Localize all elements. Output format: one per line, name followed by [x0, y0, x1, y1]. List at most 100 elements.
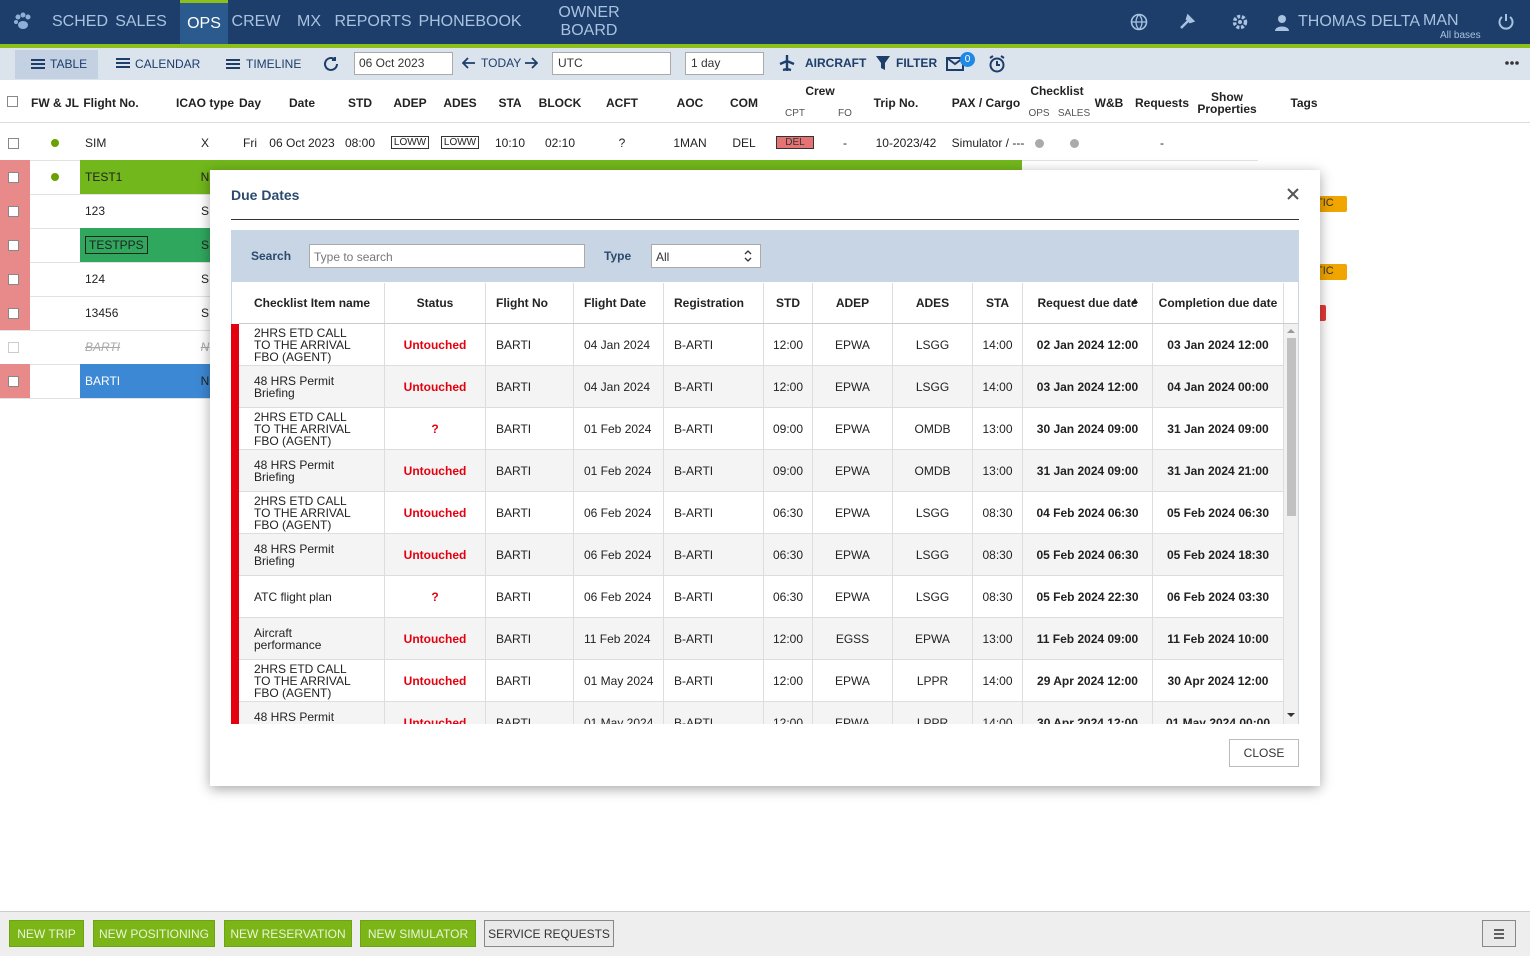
footer-button[interactable]: NEW POSITIONING	[93, 920, 215, 947]
alarm-icon[interactable]	[988, 55, 1006, 73]
checklist-dot	[1070, 139, 1079, 148]
column-header[interactable]: Status	[385, 283, 486, 323]
table-cell: 01 Feb 2024	[574, 450, 664, 492]
column-header[interactable]: ADES	[893, 283, 973, 323]
nav-item[interactable]: OPS	[180, 0, 228, 44]
menu-button[interactable]	[1482, 920, 1516, 947]
row-cell: 06 Oct 2023	[269, 136, 335, 150]
nav-item[interactable]: OWNER BOARD	[558, 4, 620, 39]
table-cell: 03 Jan 2024 12:00	[1153, 324, 1284, 366]
search-input[interactable]: Type to search	[309, 244, 585, 268]
footer-button[interactable]: NEW TRIP	[9, 920, 84, 947]
table-cell: LSGG	[893, 366, 973, 408]
footer-button[interactable]: NEW SIMULATOR	[360, 920, 476, 947]
tools-icon[interactable]	[1178, 13, 1196, 31]
table-cell: 12:00	[764, 702, 813, 724]
table-cell: 01 May 2024	[574, 660, 664, 702]
table-cell: 04 Jan 2024	[574, 324, 664, 366]
aircraft-button[interactable]: AIRCRAFT	[805, 56, 867, 70]
date-input[interactable]: 06 Oct 2023	[354, 52, 453, 75]
table-cell: B-ARTI	[664, 408, 764, 450]
base-selector[interactable]: MAN	[1423, 12, 1459, 29]
type-select[interactable]: All	[651, 244, 761, 268]
filter-button[interactable]: FILTER	[896, 56, 938, 70]
column-header: Checklist	[1030, 84, 1084, 98]
row-cell: 02:10	[544, 136, 576, 150]
table-cell: LSGG	[893, 534, 973, 576]
table-cell: B-ARTI	[664, 366, 764, 408]
nav-item[interactable]: SALES	[115, 13, 167, 30]
close-button[interactable]: CLOSE	[1229, 739, 1299, 767]
user-name[interactable]: THOMAS DELTA	[1298, 13, 1421, 30]
user-icon[interactable]	[1274, 14, 1292, 32]
table-cell: Untouched	[385, 534, 486, 576]
row-checkbox[interactable]	[8, 376, 19, 387]
select-caret[interactable]	[744, 250, 752, 262]
menu-icon[interactable]	[1494, 929, 1504, 939]
column-header[interactable]: STA	[973, 283, 1023, 323]
nav-item[interactable]: CREW	[231, 13, 281, 30]
table-cell: B-ARTI	[664, 618, 764, 660]
sort-asc[interactable]	[1132, 297, 1138, 304]
refresh-icon[interactable]	[323, 56, 339, 72]
table-cell: 48 HRS Permit Briefing	[239, 702, 385, 724]
view-icon[interactable]	[31, 58, 45, 70]
row-checkbox[interactable]	[8, 308, 19, 319]
view-tab[interactable]: CALENDAR	[135, 57, 201, 71]
column-header[interactable]: Flight Date	[574, 283, 664, 323]
nav-item[interactable]: MX	[297, 13, 321, 30]
column-header[interactable]: Flight No	[486, 283, 574, 323]
view-icon[interactable]	[226, 58, 240, 70]
select-all[interactable]	[7, 96, 18, 107]
column-header: Tags	[1290, 96, 1318, 110]
row-cell: N	[200, 340, 210, 354]
scroll-down[interactable]	[1287, 712, 1295, 718]
globe-icon[interactable]	[1130, 13, 1148, 31]
row-cell: Simulator / ---	[951, 136, 1025, 150]
table-cell: BARTI	[486, 576, 574, 618]
next-day[interactable]	[524, 57, 538, 69]
row-checkbox[interactable]	[8, 138, 19, 149]
close-icon[interactable]	[1286, 187, 1300, 201]
column-header[interactable]: Request due date	[1023, 283, 1153, 323]
scrollbar-thumb[interactable]	[1287, 338, 1296, 516]
due-flag	[231, 366, 239, 408]
logo-icon[interactable]	[12, 11, 34, 33]
range-select[interactable]: 1 day	[685, 52, 764, 75]
nav-item[interactable]: PHONEBOOK	[418, 13, 522, 30]
view-tab[interactable]: TABLE	[50, 57, 88, 71]
row-checkbox[interactable]	[8, 274, 19, 285]
row-bg	[231, 324, 1284, 366]
header-divider	[0, 122, 1530, 123]
more-icon[interactable]	[1504, 58, 1520, 68]
row-checkbox[interactable]	[8, 342, 19, 353]
footer-button[interactable]: SERVICE REQUESTS	[484, 920, 614, 947]
column-header[interactable]: Completion due date	[1153, 283, 1284, 323]
nav-item[interactable]: REPORTS	[334, 13, 412, 30]
view-icon[interactable]	[116, 57, 130, 69]
row-checkbox[interactable]	[8, 206, 19, 217]
row-cell: N	[200, 374, 210, 388]
nav-accent	[0, 44, 1530, 48]
scroll-up[interactable]	[1287, 328, 1295, 334]
view-tab[interactable]: TIMELINE	[246, 57, 302, 71]
row-checkbox[interactable]	[8, 240, 19, 251]
filter-icon[interactable]	[876, 56, 890, 72]
column-header: ACFT	[606, 96, 638, 110]
today-button[interactable]: TODAY	[481, 56, 522, 70]
row-bg	[231, 576, 1284, 618]
column-header[interactable]: ADEP	[813, 283, 893, 323]
prev-day[interactable]	[462, 57, 476, 69]
column-header[interactable]: STD	[764, 283, 813, 323]
column-header[interactable]: Registration	[664, 283, 764, 323]
timezone-select[interactable]: UTC	[552, 52, 671, 75]
footer-button[interactable]: NEW RESERVATION	[224, 920, 352, 947]
power-icon[interactable]	[1497, 12, 1515, 30]
plane-icon[interactable]	[778, 54, 796, 72]
nav-item[interactable]: SCHED	[52, 13, 109, 30]
settings-icon[interactable]	[1231, 13, 1249, 31]
table-cell: 2HRS ETD CALL TO THE ARRIVAL FBO (AGENT)	[239, 492, 385, 534]
column-header[interactable]: Checklist Item name	[239, 283, 385, 323]
row-bg	[231, 408, 1284, 450]
row-checkbox[interactable]	[8, 172, 19, 183]
